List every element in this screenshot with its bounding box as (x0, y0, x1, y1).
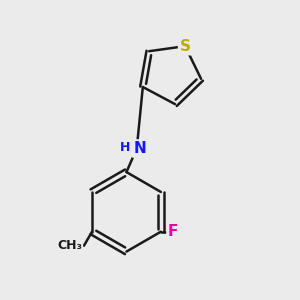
Text: CH₃: CH₃ (58, 239, 82, 252)
Text: N: N (133, 141, 146, 156)
Text: H: H (120, 141, 131, 154)
Text: S: S (180, 39, 190, 54)
Text: F: F (168, 224, 178, 239)
